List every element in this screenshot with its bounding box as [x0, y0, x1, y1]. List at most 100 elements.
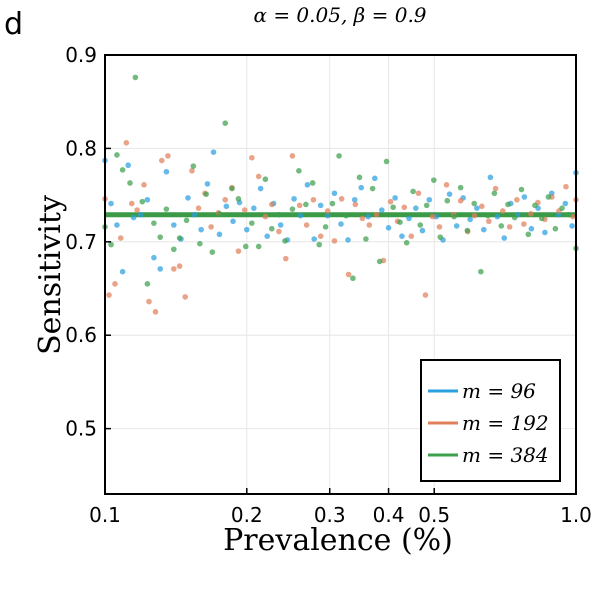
data-point	[413, 205, 419, 211]
data-point	[565, 211, 572, 218]
data-point	[157, 266, 164, 272]
data-point	[195, 205, 202, 211]
data-points	[102, 74, 579, 315]
data-point	[171, 222, 177, 228]
data-point	[494, 213, 501, 220]
data-point	[356, 174, 363, 181]
data-point	[289, 206, 296, 212]
legend-label-1: m = 96	[462, 379, 536, 403]
data-point	[262, 176, 269, 183]
data-point	[276, 228, 282, 235]
data-point	[197, 240, 203, 247]
data-point	[317, 202, 324, 209]
data-point	[422, 292, 429, 298]
data-point	[223, 203, 230, 210]
data-point	[338, 196, 345, 202]
data-point	[552, 225, 559, 232]
data-point	[446, 191, 453, 197]
data-point	[471, 200, 478, 207]
data-point	[491, 190, 498, 197]
data-point	[257, 185, 264, 192]
data-point	[130, 214, 137, 221]
data-point	[419, 227, 426, 234]
data-point	[429, 213, 436, 220]
data-point	[183, 217, 190, 224]
panel-label: d	[4, 7, 23, 42]
data-point	[216, 210, 223, 217]
data-point	[324, 212, 331, 219]
data-point	[345, 271, 352, 278]
chart-title: α = 0.05, β = 0.9	[253, 3, 426, 27]
data-point	[343, 212, 349, 219]
data-point	[176, 263, 183, 269]
data-point	[296, 168, 302, 174]
data-point	[406, 215, 412, 222]
data-point	[222, 196, 229, 203]
data-point	[242, 243, 249, 250]
data-point	[373, 211, 380, 218]
data-point	[444, 197, 451, 204]
data-point	[479, 203, 485, 210]
data-point	[518, 186, 525, 193]
data-point	[264, 233, 271, 240]
data-point	[480, 226, 487, 233]
data-point	[106, 292, 112, 298]
data-point	[506, 224, 513, 230]
data-point	[528, 225, 535, 232]
data-point	[291, 196, 297, 202]
data-point	[399, 233, 405, 240]
data-point	[152, 309, 159, 315]
data-point	[251, 205, 257, 211]
data-point	[216, 231, 223, 238]
data-point	[322, 224, 329, 230]
data-point	[365, 213, 371, 220]
data-point	[392, 195, 398, 201]
y-tick-label: 0.6	[65, 323, 97, 347]
data-point	[352, 201, 359, 208]
data-point	[209, 249, 216, 255]
data-point	[208, 224, 214, 230]
data-point	[144, 196, 151, 203]
data-point	[366, 222, 373, 228]
data-point	[423, 202, 430, 209]
data-point	[485, 212, 491, 219]
data-point	[505, 201, 511, 208]
data-point	[268, 201, 275, 208]
data-point	[114, 152, 120, 158]
data-point	[331, 238, 338, 244]
y-tick-label: 0.7	[65, 230, 97, 254]
legend-label-3: m = 384	[462, 443, 549, 467]
data-point	[538, 215, 545, 222]
data-point	[112, 281, 118, 287]
data-point	[123, 140, 130, 146]
data-point	[436, 224, 443, 230]
data-point	[501, 235, 508, 241]
data-point	[297, 212, 304, 219]
data-point	[401, 204, 408, 211]
y-axis-label: Sensitivity	[33, 195, 68, 355]
data-point	[134, 207, 140, 213]
x-tick-label: 0.2	[231, 503, 263, 527]
data-point	[268, 225, 275, 232]
x-tick-label: 0.3	[314, 503, 346, 527]
data-point	[129, 200, 135, 207]
data-point	[351, 196, 358, 203]
data-point	[387, 198, 394, 205]
data-point	[309, 180, 316, 186]
data-point	[329, 200, 336, 207]
data-point	[229, 185, 235, 192]
data-point	[324, 208, 331, 214]
data-point	[467, 216, 473, 223]
data-point	[417, 222, 424, 228]
data-point	[486, 218, 492, 225]
data-point	[222, 120, 229, 126]
x-axis-ticks: 0.1 0.2 0.3 0.4 0.5 1.0	[89, 488, 592, 527]
data-point	[139, 198, 146, 205]
data-point	[369, 185, 376, 192]
data-point	[451, 213, 457, 220]
data-point	[443, 182, 450, 188]
data-point	[317, 233, 324, 240]
data-point	[570, 213, 576, 220]
data-point	[499, 208, 506, 214]
